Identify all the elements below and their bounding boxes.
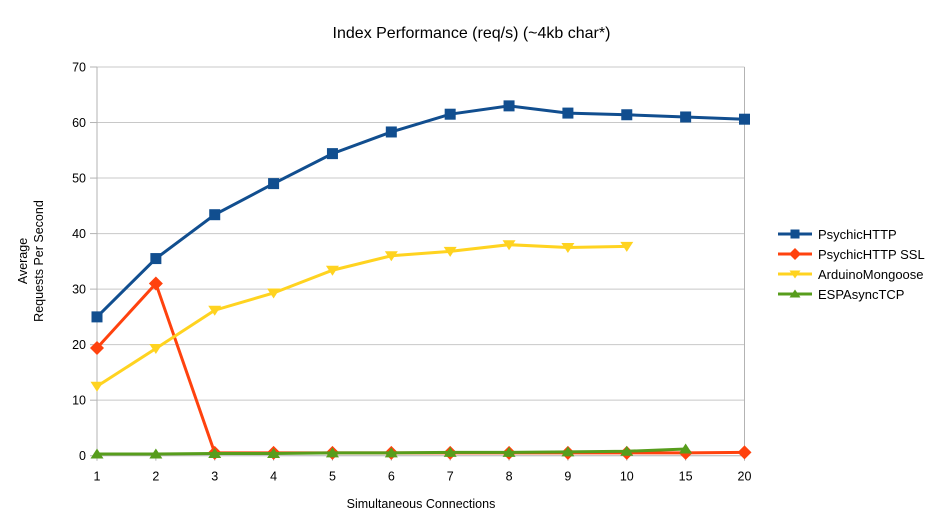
- square-marker: [503, 100, 515, 112]
- y-tick-label: 60: [72, 116, 86, 130]
- x-tick-label: 4: [270, 470, 277, 484]
- triangle-up-marker: [679, 443, 693, 454]
- triangle-down-marker: [384, 251, 398, 262]
- square-marker: [268, 178, 280, 190]
- triangle-up-marker: [443, 446, 457, 457]
- series-arduinomongoose: [90, 240, 634, 392]
- x-tick-label: 2: [152, 470, 159, 484]
- square-marker: [444, 108, 456, 120]
- x-tick-label: 10: [620, 470, 634, 484]
- triangle-down-marker: [149, 344, 163, 355]
- square-marker: [790, 229, 800, 239]
- legend-label: ESPAsyncTCP: [818, 286, 905, 302]
- y-tick-label: 70: [72, 61, 86, 75]
- triangle-down-marker: [267, 288, 281, 299]
- triangle-down-marker: [443, 246, 457, 257]
- x-tick-label: 8: [506, 470, 513, 484]
- x-axis-title: Simultaneous Connections: [346, 497, 496, 511]
- square-marker: [326, 148, 338, 160]
- chart-title: Index Performance (req/s) (~4kb char*): [332, 25, 611, 42]
- y-tick-label: 30: [72, 283, 86, 297]
- legend-label: ArduinoMongoose: [818, 266, 924, 282]
- diamond-marker: [737, 445, 752, 460]
- square-marker: [621, 109, 633, 121]
- triangle-up-marker: [149, 448, 163, 459]
- triangle-up-marker: [267, 447, 281, 458]
- series-line: [96, 243, 627, 388]
- triangle-up-marker: [384, 447, 398, 458]
- triangle-down-legend-swatch: [778, 270, 812, 279]
- triangle-down-marker: [620, 241, 634, 252]
- triangle-up-legend-swatch: [778, 289, 812, 298]
- y-tick-label: 40: [72, 227, 86, 241]
- triangle-up-marker: [502, 446, 516, 457]
- triangle-up-marker: [620, 445, 634, 456]
- legend-label: PsychicHTTP SSL: [818, 246, 925, 262]
- x-tick-label: 15: [679, 470, 693, 484]
- diamond-marker: [90, 340, 104, 355]
- square-marker: [562, 107, 574, 119]
- y-tick-label: 0: [79, 449, 86, 463]
- series-psychichttp-ssl: [90, 276, 752, 460]
- triangle-up-marker: [208, 447, 222, 458]
- series-line: [95, 280, 745, 455]
- legend-item-arduinomongoose: ArduinoMongoose: [778, 264, 925, 284]
- triangle-up-marker: [789, 289, 801, 298]
- diamond-marker: [148, 276, 163, 291]
- triangle-up-marker: [90, 448, 104, 459]
- diamond-legend-swatch: [778, 248, 812, 260]
- legend-item-espasynctcp: ESPAsyncTCP: [778, 284, 925, 304]
- legend: PsychicHTTP PsychicHTTP SSL ArduinoMongoos…: [778, 224, 925, 304]
- triangle-down-marker: [561, 242, 575, 253]
- triangle-down-marker: [208, 305, 222, 316]
- x-tick-label: 20: [738, 470, 752, 484]
- triangle-down-marker: [90, 381, 104, 392]
- triangle-up-marker: [325, 447, 339, 458]
- x-tick-label: 9: [564, 470, 571, 484]
- x-tick-label: 3: [211, 470, 218, 484]
- x-tick-label: 7: [447, 470, 454, 484]
- legend-item-psychichttp-ssl: PsychicHTTP SSL: [778, 244, 925, 264]
- y-tick-label: 50: [72, 172, 86, 186]
- series-psychichttp: [91, 100, 750, 323]
- series-espasynctcp: [90, 443, 693, 459]
- legend-label: PsychicHTTP: [818, 226, 897, 242]
- legend-item-psychichttp: PsychicHTTP: [778, 224, 925, 244]
- x-tick-label: 5: [329, 470, 336, 484]
- series-line: [95, 104, 745, 318]
- square-legend-swatch: [778, 229, 812, 239]
- triangle-down-marker: [502, 240, 516, 251]
- square-marker: [385, 126, 397, 138]
- square-marker: [680, 111, 692, 123]
- square-marker: [739, 113, 750, 125]
- y-tick-label: 10: [72, 394, 86, 408]
- square-marker: [150, 253, 162, 265]
- x-tick-label: 1: [94, 470, 101, 484]
- triangle-down-marker: [789, 270, 801, 279]
- x-tick-label: 6: [388, 470, 395, 484]
- y-tick-label: 20: [72, 338, 86, 352]
- triangle-down-marker: [325, 265, 339, 276]
- triangle-up-marker: [561, 446, 575, 457]
- square-marker: [209, 209, 221, 221]
- diamond-marker: [789, 248, 801, 260]
- square-marker: [91, 311, 103, 323]
